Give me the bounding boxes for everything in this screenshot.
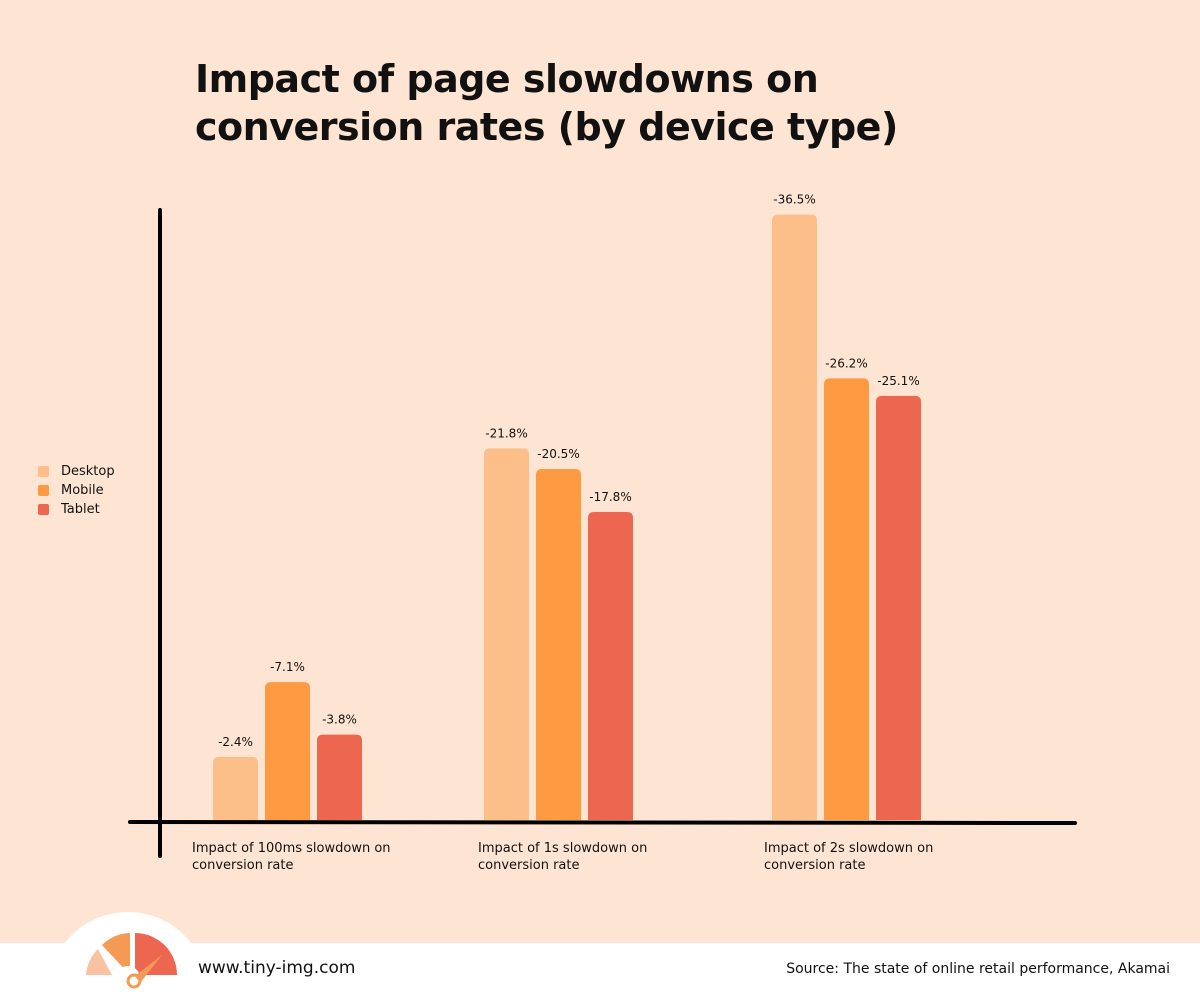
data-label: -25.1% [877,374,919,388]
bar-desktop [484,448,529,820]
gauge-logo-icon [48,912,208,992]
legend-item-desktop: Desktop [38,462,115,481]
legend: Desktop Mobile Tablet [38,462,115,519]
bar-mobile [536,469,581,820]
bars-group: -2.4% -21.8% -36.5% -7.1% -20.5% -26.2% -3.8% -… [213,193,921,820]
legend-label: Desktop [61,464,115,479]
bar-tablet [876,395,921,820]
legend-item-mobile: Mobile [38,481,115,500]
legend-swatch [38,466,49,477]
bar-mobile [824,378,869,820]
bar-desktop [213,756,258,820]
source-note: Source: The state of online retail perfo… [786,961,1170,977]
data-label: -17.8% [589,490,631,504]
category-label: Impact of 1s slowdown on conversion rate [478,841,648,873]
legend-swatch [38,504,49,515]
legend-item-tablet: Tablet [38,500,115,519]
site-url: www.tiny-img.com [198,958,356,978]
bar-tablet [317,734,362,820]
x-axis [128,820,1077,825]
data-label: -36.5% [773,193,815,207]
chart-title: Impact of page slowdowns on conversion r… [195,57,898,149]
data-label: -7.1% [270,660,305,674]
bar-desktop [772,214,817,820]
bar-mobile [265,682,310,820]
data-label: -21.8% [485,426,527,440]
legend-label: Tablet [61,502,100,517]
legend-label: Mobile [61,483,104,498]
category-label: Impact of 2s slowdown on conversion rate [764,841,934,873]
data-label: -20.5% [537,447,579,461]
data-label: -2.4% [218,735,253,749]
legend-swatch [38,485,49,496]
data-label: -26.2% [825,356,867,370]
bar-tablet [588,511,633,820]
category-label: Impact of 100ms slowdown on conversion r… [192,841,391,873]
data-label: -3.8% [322,713,357,727]
